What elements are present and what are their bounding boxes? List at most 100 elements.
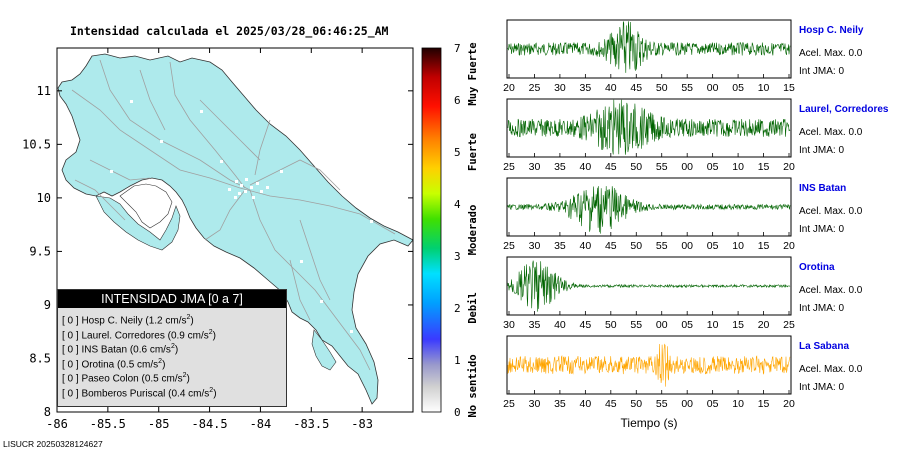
waveform-trace — [507, 21, 791, 73]
waveform-tick-label: 25 — [503, 398, 515, 410]
gulf-nicoya — [119, 183, 173, 229]
waveform-tick-label: 55 — [656, 161, 668, 173]
waveform-tick-label: 05 — [681, 319, 693, 331]
colorbar-category-label: Debil — [467, 292, 479, 324]
legend-row-close: ) — [190, 315, 194, 327]
waveform-tick-label: 55 — [656, 240, 668, 252]
colorbar-category-label: Moderado — [467, 205, 479, 256]
legend-row: [ 0 ] Paseo Colon (0.5 cm/s2) — [62, 372, 190, 384]
legend-row-station: INS Batan — [81, 344, 130, 356]
y-tick-label: 8 — [44, 405, 51, 419]
waveform-tick-label: 10 — [732, 398, 744, 410]
waveform-tick-label: 25 — [529, 82, 541, 94]
waveform-tick-label: 35 — [529, 319, 541, 331]
legend-row-intensity: [ 0 ] — [62, 344, 82, 356]
legend-row-intensity: [ 0 ] — [62, 329, 82, 341]
waveform-tick-label: 30 — [503, 319, 515, 331]
x-tick-label: -84 — [250, 417, 272, 431]
waveform-tick-label: 20 — [783, 161, 795, 173]
colorbar — [421, 47, 442, 413]
waveform-tick-label: 15 — [758, 240, 770, 252]
waveform-tick-label: 25 — [503, 161, 515, 173]
station-acel-max: Acel. Max. 0.0 — [799, 127, 863, 138]
waveform-tick-label: 20 — [758, 319, 770, 331]
colorbar-tick-label: 7 — [454, 42, 461, 55]
station-name: Laurel, Corredores — [799, 104, 889, 115]
costa-rica-land — [57, 53, 413, 405]
colorbar-tick-label: 4 — [454, 198, 461, 211]
legend-row: [ 0 ] INS Batan (0.6 cm/s2) — [62, 343, 178, 355]
legend-row-close: ) — [212, 329, 216, 341]
legend-row-unit-sup: 2 — [186, 314, 191, 321]
legend-header: INTENSIDAD JMA [0 a 7] — [58, 290, 286, 308]
waveform-tick-label: 10 — [732, 240, 744, 252]
legend-row: [ 0 ] Bomberos Puriscal (0.4 cm/s2) — [62, 387, 217, 399]
legend-row-station: Orotina — [81, 358, 118, 370]
station-acel-max: Acel. Max. 0.0 — [799, 364, 863, 375]
waveform-tick-label: 30 — [529, 161, 541, 173]
waveform-panels: 20 25 30 35 40 45 50 55 00 05 10 15 25 30 35 40 45 50 55 00… — [503, 19, 795, 430]
colorbar-tick-label: 2 — [454, 302, 461, 315]
nicoya-peninsula — [95, 195, 181, 251]
waveform-tick-label: 05 — [732, 82, 744, 94]
waveform-tick-label: 45 — [605, 398, 617, 410]
legend-row-unit-sup: 2 — [170, 343, 175, 350]
legend-row-unit-sup: 2 — [209, 386, 214, 394]
y-tick-label: 9.5 — [29, 244, 51, 258]
waveform-tick-label: 55 — [681, 82, 693, 94]
waveform-tick-label: 40 — [580, 398, 592, 410]
waveform-tick-label: 30 — [554, 82, 566, 94]
legend-row-unit-sup: 2 — [208, 328, 213, 336]
colorbar-tick-label: 6 — [454, 94, 461, 107]
y-tick-label: 8.5 — [29, 351, 51, 365]
waveform-tick-label: 40 — [580, 240, 592, 252]
legend-row-unit-sup: 2 — [158, 357, 163, 365]
legend-row-value: (0.9 cm/s — [167, 329, 209, 341]
waveform-tick-label: 15 — [732, 319, 744, 331]
legend-row-close: ) — [213, 387, 217, 399]
x-tick-label: -83 — [351, 417, 373, 431]
map-title: Intensidad calculada el 2025/03/28_06:46… — [70, 24, 389, 38]
footer-id: LISUCR 20250328124627 — [3, 439, 103, 449]
waveform-tick-label: 40 — [554, 319, 566, 331]
waveform-tick-label: 50 — [630, 398, 642, 410]
colorbar-tick-label: 3 — [454, 250, 461, 263]
waveform-tick-label: 40 — [605, 82, 617, 94]
station-int-jma: Int JMA: 0 — [799, 303, 845, 314]
waveform-tick-label: 00 — [681, 161, 693, 173]
legend-row-station: Laurel. Corredores — [81, 329, 168, 341]
colorbar-tick-label: 5 — [454, 146, 461, 159]
colorbar-category-label: Fuerte — [467, 133, 479, 171]
legend-row-value: (0.5 cm/s — [117, 358, 159, 370]
waveform-tick-label: 05 — [707, 398, 719, 410]
legend-row-close: ) — [186, 373, 190, 385]
waveform-tick-label: 45 — [630, 82, 642, 94]
map-axes: -86 -85.5 -85 -84.5 -84 -83.5 -83 8 8.5 9 9.5 10 10.… — [22, 48, 413, 431]
waveform-tick-label: 20 — [503, 82, 515, 94]
waveform-tick-label: 25 — [783, 319, 795, 331]
waveform-tick-label: 35 — [554, 161, 566, 173]
station-int-jma: Int JMA: 0 — [799, 66, 845, 77]
osa-peninsula — [311, 329, 337, 371]
legend-row-intensity: [ 0 ] — [62, 315, 82, 327]
legend-row: [ 0 ] Hosp C. Neily (1.2 cm/s2) — [62, 314, 194, 326]
legend-row-intensity: [ 0 ] — [62, 358, 82, 370]
waveform-tick-label: 00 — [681, 240, 693, 252]
legend-row: [ 0 ] Laurel. Corredores (0.9 cm/s2) — [62, 329, 216, 341]
x-tick-label: -86 — [46, 417, 68, 431]
waveform-trace — [507, 186, 791, 234]
station-int-jma: Int JMA: 0 — [799, 145, 845, 156]
waveform-tick-label: 30 — [529, 240, 541, 252]
waveform-tick-label: 40 — [580, 161, 592, 173]
waveform-tick-label: 10 — [732, 161, 744, 173]
waveform-tick-label: 10 — [758, 82, 770, 94]
legend-row-unit-sup: 2 — [182, 372, 187, 379]
legend-row-close: ) — [174, 344, 179, 356]
legend-row: [ 0 ] Orotina (0.5 cm/s2) — [62, 358, 165, 370]
station-acel-max: Acel. Max. 0.0 — [799, 48, 863, 59]
station-int-jma: Int JMA: 0 — [799, 224, 845, 235]
legend-row-station: Hosp C. Neily — [81, 315, 146, 327]
waveform-frame — [506, 335, 792, 395]
waveform-trace — [507, 260, 791, 312]
